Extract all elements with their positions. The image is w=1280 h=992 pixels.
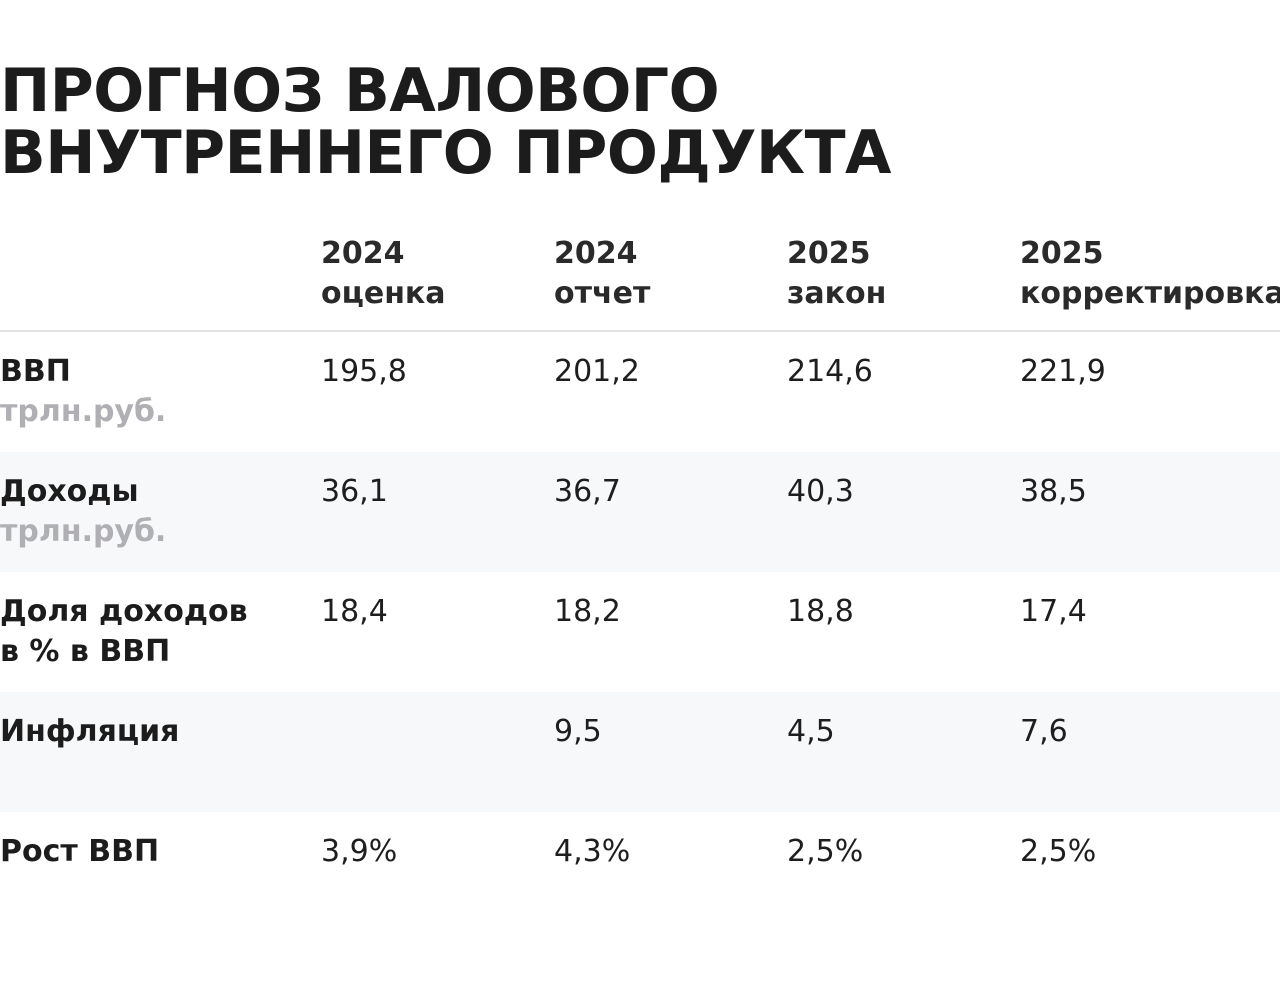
row-label: ВВП трлн.руб.: [0, 352, 166, 432]
column-year: 2024: [321, 236, 405, 271]
table-cell: 40,3: [787, 474, 854, 509]
table-cell: 36,1: [321, 474, 388, 509]
page-title: ПРОГНОЗ ВАЛОВОГО ВНУТРЕННЕГО ПРОДУКТА: [0, 60, 1000, 184]
table-cell: 18,8: [787, 594, 854, 629]
row-label-text-line2: в % в ВВП: [0, 634, 171, 669]
column-year: 2025: [787, 236, 871, 271]
column-label: отчет: [554, 276, 651, 311]
table-row: ВВП трлн.руб. 195,8 201,2 214,6 221,9: [0, 332, 1280, 452]
row-label: Доля доходов в % в ВВП: [0, 592, 248, 672]
table-cell: 7,6: [1020, 714, 1068, 749]
table-cell: 4,3%: [554, 834, 631, 869]
table-cell: 221,9: [1020, 354, 1106, 389]
column-label: закон: [787, 276, 887, 311]
row-label: Рост ВВП: [0, 832, 159, 872]
table-cell: 9,5: [554, 714, 602, 749]
column-year: 2024: [554, 236, 638, 271]
column-header-2025-adjustment: 2025 корректировка: [1020, 234, 1280, 314]
table-cell: 2,5%: [787, 834, 864, 869]
title-line-2: ВНУТРЕННЕГО ПРОДУКТА: [0, 118, 891, 188]
table-cell: 4,5: [787, 714, 835, 749]
table-row: Рост ВВП 3,9% 4,3% 2,5% 2,5%: [0, 812, 1280, 932]
table-row: Доля доходов в % в ВВП 18,4 18,2 18,8 17…: [0, 572, 1280, 692]
table-cell: 17,4: [1020, 594, 1087, 629]
header-divider: [0, 330, 1280, 332]
column-year: 2025: [1020, 236, 1104, 271]
table-cell: 3,9%: [321, 834, 398, 869]
row-label: Инфляция: [0, 712, 179, 752]
column-header-2024-report: 2024 отчет: [554, 234, 650, 314]
column-header-2025-law: 2025 закон: [787, 234, 886, 314]
row-label-text: Доля доходов: [0, 594, 248, 629]
column-label: корректировка: [1020, 276, 1280, 311]
row-label: Доходы трлн.руб.: [0, 472, 166, 552]
row-label-text: Рост ВВП: [0, 834, 160, 869]
table-row: Доходы трлн.руб. 36,1 36,7 40,3 38,5: [0, 452, 1280, 572]
column-label: оценка: [321, 276, 446, 311]
table-cell: 38,5: [1020, 474, 1087, 509]
table-cell: 18,4: [321, 594, 388, 629]
table-cell: 36,7: [554, 474, 621, 509]
table-cell: 18,2: [554, 594, 621, 629]
table-row: Инфляция 9,5 4,5 7,6: [0, 692, 1280, 812]
table-cell: 201,2: [554, 354, 640, 389]
row-label-text: Инфляция: [0, 714, 180, 749]
table-header: 2024 оценка 2024 отчет 2025 закон 2025 к…: [0, 0, 1280, 330]
column-header-2024-estimate: 2024 оценка: [321, 234, 446, 314]
row-label-text: Доходы: [0, 474, 139, 509]
table-cell: 195,8: [321, 354, 407, 389]
row-unit: трлн.руб.: [0, 514, 167, 549]
table-cell: 2,5%: [1020, 834, 1097, 869]
title-line-1: ПРОГНОЗ ВАЛОВОГО: [0, 56, 720, 126]
table-cell: 214,6: [787, 354, 873, 389]
row-unit: трлн.руб.: [0, 394, 167, 429]
row-label-text: ВВП: [0, 354, 71, 389]
